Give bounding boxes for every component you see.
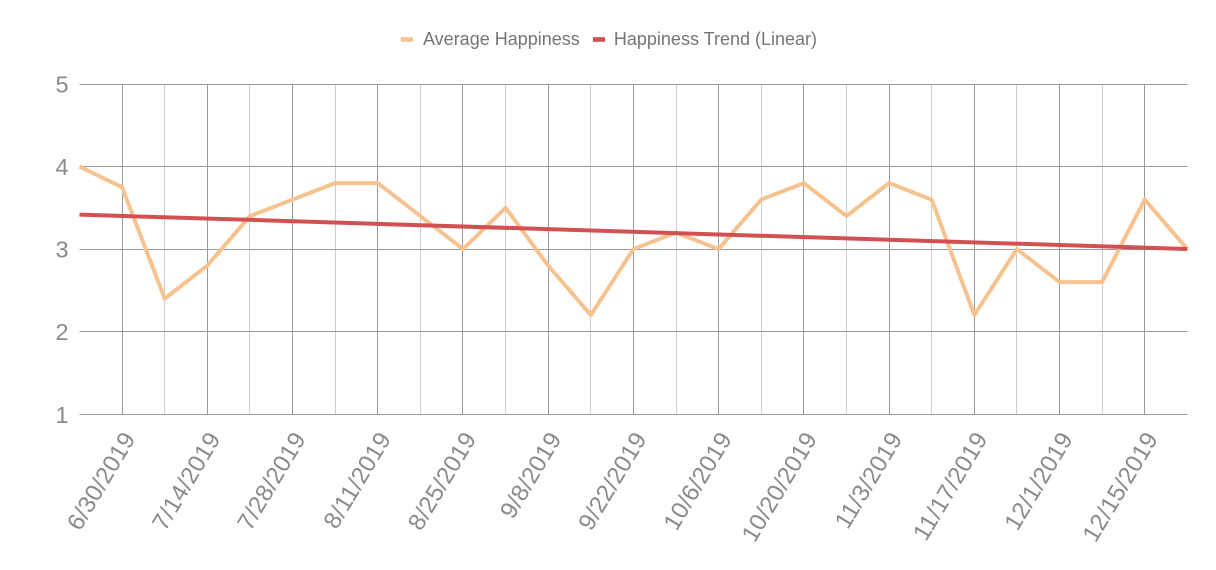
svg-text:8/11/2019: 8/11/2019 xyxy=(319,428,397,534)
svg-text:12/1/2019: 12/1/2019 xyxy=(999,428,1078,535)
svg-text:5: 5 xyxy=(56,72,69,98)
svg-text:2: 2 xyxy=(56,319,69,345)
svg-text:11/3/2019: 11/3/2019 xyxy=(830,428,908,534)
svg-text:9/8/2019: 9/8/2019 xyxy=(495,428,567,524)
svg-text:Happiness Trend (Linear): Happiness Trend (Linear) xyxy=(614,29,817,49)
svg-text:Average Happiness: Average Happiness xyxy=(423,29,580,49)
svg-text:6/30/2019: 6/30/2019 xyxy=(62,428,141,535)
svg-text:7/28/2019: 7/28/2019 xyxy=(232,428,311,535)
svg-text:12/15/2019: 12/15/2019 xyxy=(1078,428,1164,547)
svg-text:8/25/2019: 8/25/2019 xyxy=(403,428,482,535)
svg-text:7/14/2019: 7/14/2019 xyxy=(147,428,226,535)
svg-text:4: 4 xyxy=(56,154,69,180)
svg-text:11/17/2019: 11/17/2019 xyxy=(908,428,993,545)
svg-text:1: 1 xyxy=(56,402,69,428)
svg-text:10/20/2019: 10/20/2019 xyxy=(737,428,823,547)
svg-text:3: 3 xyxy=(56,237,69,263)
svg-text:10/6/2019: 10/6/2019 xyxy=(658,428,737,535)
svg-text:9/22/2019: 9/22/2019 xyxy=(573,428,652,535)
